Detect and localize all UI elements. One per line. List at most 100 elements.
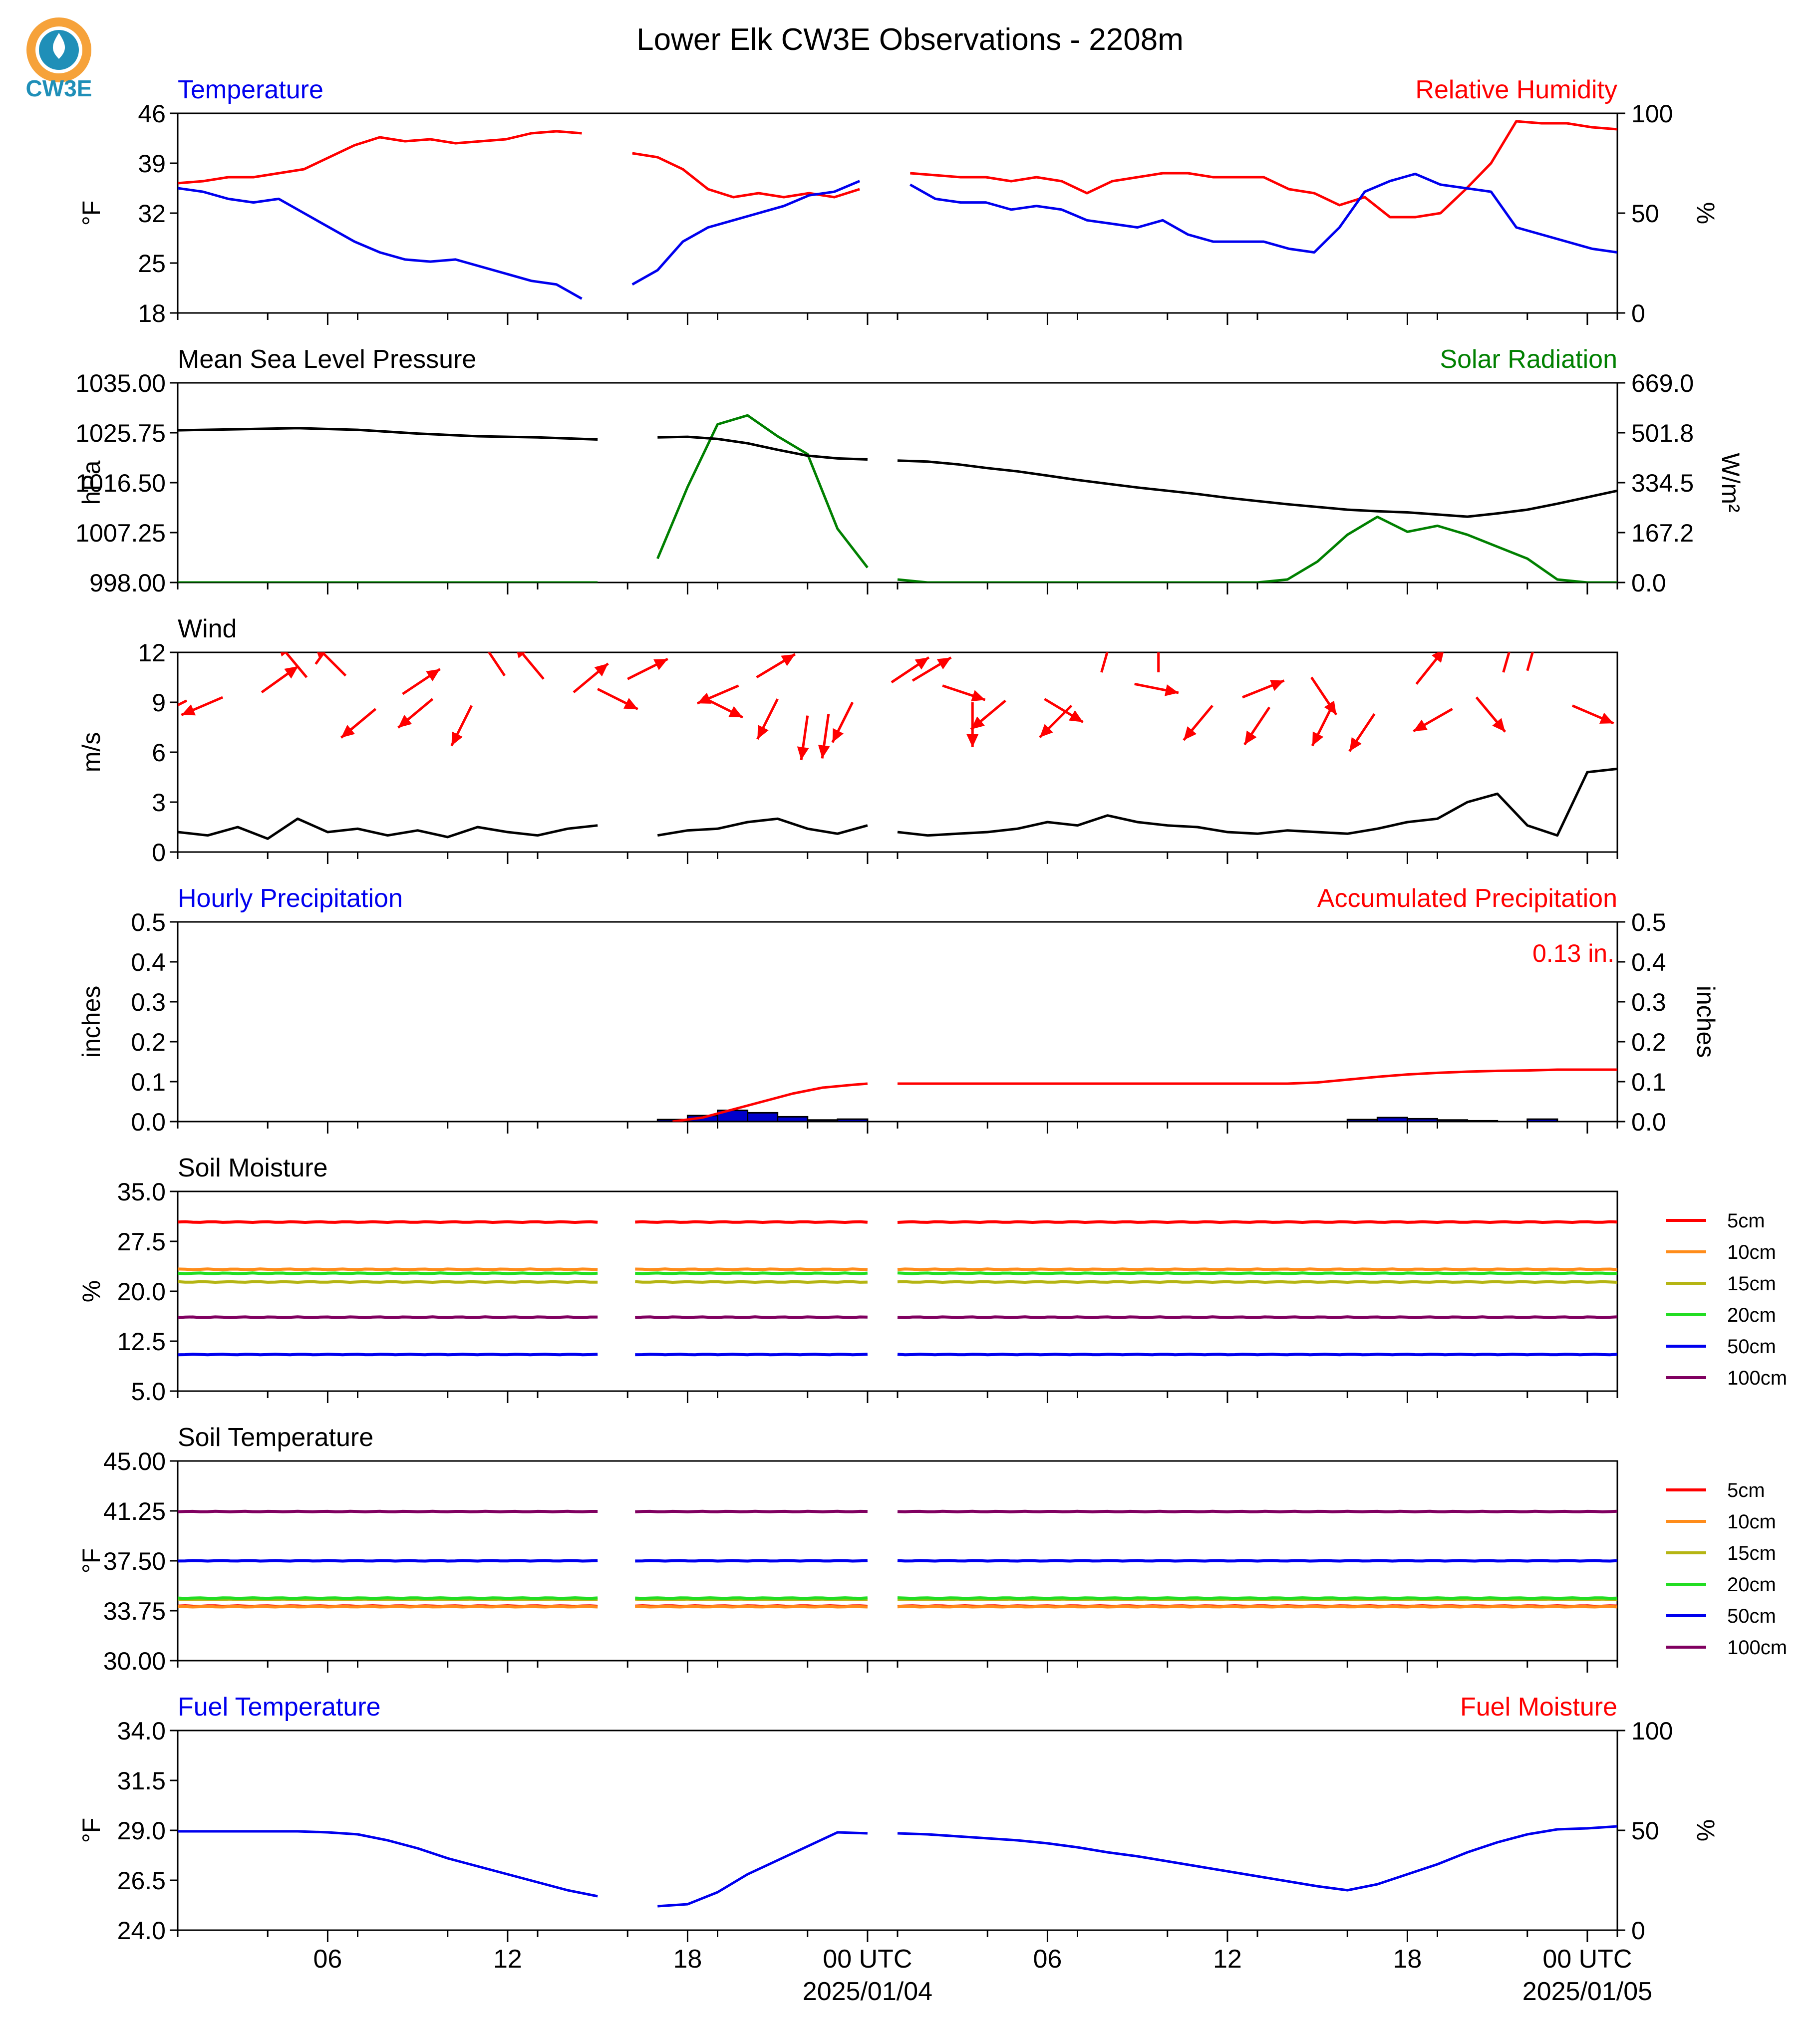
legend-label: 10cm (1727, 1511, 1776, 1533)
panel-soil_moisture: Soil Moisture 35.0 27.5 20.0 12.5 5.0% (77, 1154, 1618, 1406)
legend-label: 10cm (1727, 1241, 1776, 1263)
right-title: Fuel Moisture (1460, 1693, 1617, 1722)
y-tick-label-left: 35.0 (117, 1178, 166, 1206)
x-tick-label: 12 (493, 1945, 522, 1974)
legend-label: 50cm (1727, 1605, 1776, 1627)
y-tick-label-left: 12 (138, 639, 166, 667)
water-drop-icon (52, 33, 65, 59)
wind-arrow-head (1244, 730, 1257, 745)
wind-arrow-head (426, 669, 440, 681)
accumulated-precip-line (672, 1082, 868, 1122)
x-tick-label: 18 (1393, 1945, 1422, 1974)
wind-arrow (284, 652, 308, 678)
x-tick-label: 06 (313, 1945, 342, 1974)
left-title: Fuel Temperature (178, 1693, 381, 1722)
soil-line-50cm (897, 1353, 1617, 1357)
y-tick-label-right: 167.2 (1631, 519, 1694, 547)
humidity-line (632, 152, 860, 199)
wind-arrow-head (623, 698, 638, 709)
pressure-line (897, 459, 1617, 518)
y-tick-label-left: 0.5 (131, 908, 166, 936)
y-tick-label-left: 0.3 (131, 988, 166, 1016)
y-axis-label-left: m/s (77, 732, 105, 773)
plot-frame (177, 651, 1618, 853)
soil-line-100cm (635, 1509, 868, 1513)
y-axis-label-right: % (1692, 1819, 1720, 1841)
y-tick-label-right: 334.5 (1631, 469, 1694, 497)
wind-arrow-head (781, 654, 795, 666)
y-tick-label-right: 669.0 (1631, 369, 1694, 397)
panel-fuel: Fuel Temperature Fuel Moisture 34.0 31.5 29.… (77, 1693, 1720, 1945)
wind-arrow-head (1039, 724, 1053, 738)
legend-label: 15cm (1727, 1542, 1776, 1564)
legend-label: 20cm (1727, 1304, 1776, 1326)
hourly-precip-bar (1376, 1117, 1408, 1122)
hourly-precip-bar (1346, 1119, 1378, 1122)
y-axis-label-right: % (1692, 202, 1720, 224)
wind-arrow (1502, 652, 1511, 673)
plot-frame (177, 382, 1618, 583)
y-tick-label-left: 41.25 (103, 1497, 166, 1525)
plot-area (178, 627, 1617, 840)
plot-area (178, 120, 1617, 300)
x-tick-label: 18 (673, 1945, 702, 1974)
y-axis-label-left: hPa (77, 460, 105, 505)
pressure-line (178, 427, 598, 441)
soil-line-100cm (178, 1509, 598, 1513)
wind-arrow (1526, 652, 1534, 671)
wind-arrow-head (1269, 680, 1284, 691)
y-tick-label-left: 0.4 (131, 948, 166, 976)
wind-arrow-head (284, 666, 299, 679)
wind-arrow-head (832, 728, 844, 743)
y-tick-label-left: 29.0 (117, 1817, 166, 1845)
hourly-precip-bar (837, 1118, 869, 1122)
wind-arrow-head (1165, 684, 1179, 696)
legend-label: 5cm (1727, 1479, 1765, 1501)
y-tick-label-left: 5.0 (131, 1378, 166, 1406)
wind-speed-line (897, 767, 1617, 837)
left-title: Mean Sea Level Pressure (178, 345, 476, 374)
left-title: Soil Temperature (178, 1423, 373, 1452)
panel-soil_temperature: Soil Temperature 45.00 41.25 37.50 33.75 30.0… (77, 1423, 1618, 1675)
y-tick-label-left: 998.00 (89, 569, 166, 597)
plot-area (178, 1825, 1617, 1908)
hourly-precip-bar (1467, 1120, 1499, 1122)
y-tick-label-left: 26.5 (117, 1867, 166, 1895)
y-tick-label-left: 30.00 (103, 1647, 166, 1675)
y-tick-label-left: 45.00 (103, 1448, 166, 1475)
y-tick-label-left: 37.50 (103, 1547, 166, 1575)
accumulated-precip-line (898, 1068, 1617, 1085)
plot-frame (177, 112, 1618, 314)
y-tick-label-left: 1035.00 (75, 369, 166, 397)
wind-arrow-head (317, 652, 324, 657)
y-axis-label-right: W/m² (1717, 453, 1745, 512)
cw3e-logo: CW3E (26, 17, 92, 101)
y-tick-label-left: 1016.50 (75, 469, 166, 497)
wind-arrow-head (914, 657, 929, 670)
y-tick-label-right: 50 (1631, 200, 1659, 228)
y-axis-label-left: % (77, 1280, 105, 1302)
y-tick-label-left: 1025.75 (75, 419, 166, 447)
y-tick-label-left: 24.0 (117, 1917, 166, 1945)
x-date-label: 2025/01/04 (803, 1977, 932, 2006)
legend-label: 15cm (1727, 1273, 1776, 1295)
y-tick-label-left: 3 (152, 789, 166, 817)
right-title: Solar Radiation (1440, 345, 1617, 374)
wind-arrow-head (697, 692, 712, 704)
wind-arrow-head (728, 706, 743, 718)
panel-precipitation: Hourly Precipitation Accumulated Precipit… (77, 884, 1720, 1136)
y-axis-label-left: °F (77, 1548, 105, 1574)
temperature-line (631, 180, 861, 286)
y-tick-label-left: 39 (138, 150, 166, 178)
wind-arrow-head (341, 725, 355, 738)
y-tick-label-right: 0.0 (1631, 1108, 1666, 1136)
wind-arrow (178, 699, 188, 707)
wind-speed-line (178, 817, 598, 840)
plot-area (178, 1509, 1617, 1609)
wind-arrow-head (971, 690, 985, 702)
y-tick-label-right: 0.5 (1631, 908, 1666, 936)
y-tick-label-left: 18 (138, 299, 166, 327)
wind-arrow-head (1530, 627, 1542, 641)
y-tick-label-left: 32 (138, 200, 166, 228)
